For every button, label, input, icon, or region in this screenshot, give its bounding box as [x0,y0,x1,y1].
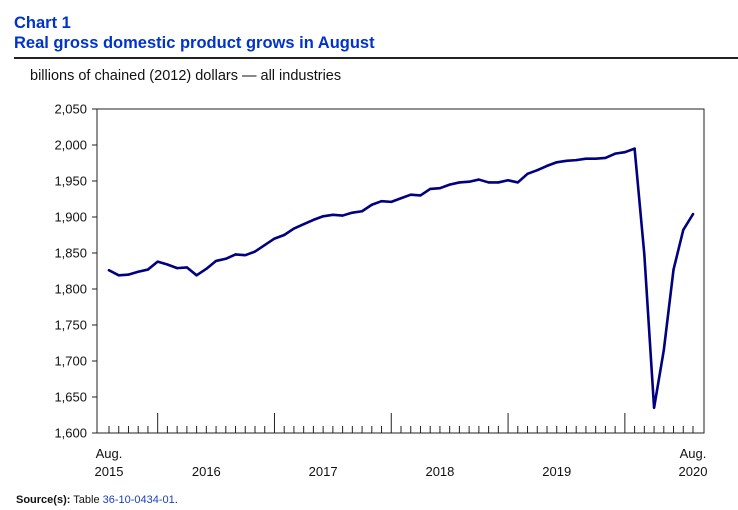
data-point [448,183,451,186]
data-point [477,178,481,181]
data-point [604,156,607,160]
y-tick-label: 2,000 [54,138,87,153]
data-point [506,179,510,182]
data-point [244,253,247,257]
x-tick-label-year: 2020 [679,464,708,479]
plot-area-frame [96,108,705,434]
series-line-real-gdp [107,147,695,410]
data-point [137,270,140,273]
data-point [321,215,325,218]
y-tick-label: 1,650 [54,390,87,405]
data-point [175,266,179,270]
y-tick-label: 1,850 [54,246,87,261]
data-point [312,218,315,222]
data-point [273,237,276,240]
chart-subtitle: billions of chained (2012) dollars — all… [30,68,342,84]
data-point [205,267,208,271]
data-point [623,151,627,154]
data-point [399,197,403,200]
data-point [438,187,442,190]
data-point [360,210,364,213]
data-point [652,406,656,409]
data-point [672,268,675,271]
data-point [467,180,471,183]
data-point [633,147,636,150]
data-point [195,274,198,277]
x-tick-label-month: Aug. [680,446,707,461]
data-point [536,169,539,172]
chart-title: Real gross domestic product grows in Aug… [14,34,375,52]
data-point [682,228,685,232]
data-point [516,181,519,184]
data-point [380,199,383,203]
y-tick-label: 1,700 [54,354,87,369]
data-point [283,233,286,237]
data-point [613,152,617,155]
data-point [497,181,500,184]
data-point [292,227,296,230]
y-tick-label: 1,900 [54,210,87,225]
data-point [117,274,120,277]
chart-number: Chart 1 [14,14,71,32]
data-point [224,257,227,260]
data-point [584,157,588,160]
x-tick-label-year: 2015 [95,464,124,479]
source-suffix: . [174,494,178,506]
series-points [107,147,695,409]
y-tick-label: 2,050 [54,102,87,117]
x-tick-label-year: 2017 [309,464,338,479]
data-point [575,158,578,162]
y-tick-label: 1,600 [54,426,87,441]
source-table-link[interactable]: 36-10-0434-01 [102,494,175,506]
y-tick-label: 1,750 [54,318,87,333]
title-divider [14,57,738,59]
data-point [302,223,305,226]
data-point [458,181,461,184]
y-tick-label: 1,950 [54,174,87,189]
x-tick-label-year: 2019 [542,464,571,479]
data-point [166,263,169,266]
data-point [555,161,558,164]
data-point [156,260,159,263]
source-note: Source(s): Table 36-10-0434-01. [16,494,178,506]
data-point [234,253,237,256]
data-point [127,273,130,276]
data-point [643,253,646,256]
data-point [341,214,344,217]
data-point [146,268,150,271]
y-tick-label: 1,800 [54,282,87,297]
data-point [390,200,393,204]
data-point [370,203,373,206]
data-point [565,159,568,163]
data-point [662,349,665,352]
data-point [594,157,597,160]
data-point [409,193,412,196]
x-axis: Aug. 2015 2016 2017 2018 2019 Aug. 2020 [95,413,708,479]
data-point [263,243,266,247]
data-point [351,211,354,214]
data-point [429,187,432,191]
data-point [107,269,111,272]
x-tick-label-month: Aug. [96,446,123,461]
data-point [545,164,549,168]
x-tick-label-year: 2016 [192,464,221,479]
data-point [253,250,257,253]
data-point [526,172,529,175]
data-point [214,259,218,263]
data-point [691,212,695,216]
source-label: Source(s): [16,494,71,506]
y-axis: 1,600 1,650 1,700 1,750 1,800 1,850 1,900 1,950… [54,102,97,441]
data-point [419,194,422,197]
x-tick-label-year: 2018 [425,464,454,479]
data-point [331,213,335,217]
data-point [487,181,490,184]
source-prefix: Table [73,494,100,506]
gdp-line-chart: 1,600 1,650 1,700 1,750 1,800 1,850 1,900 1,950… [54,102,708,480]
data-point [185,266,189,269]
